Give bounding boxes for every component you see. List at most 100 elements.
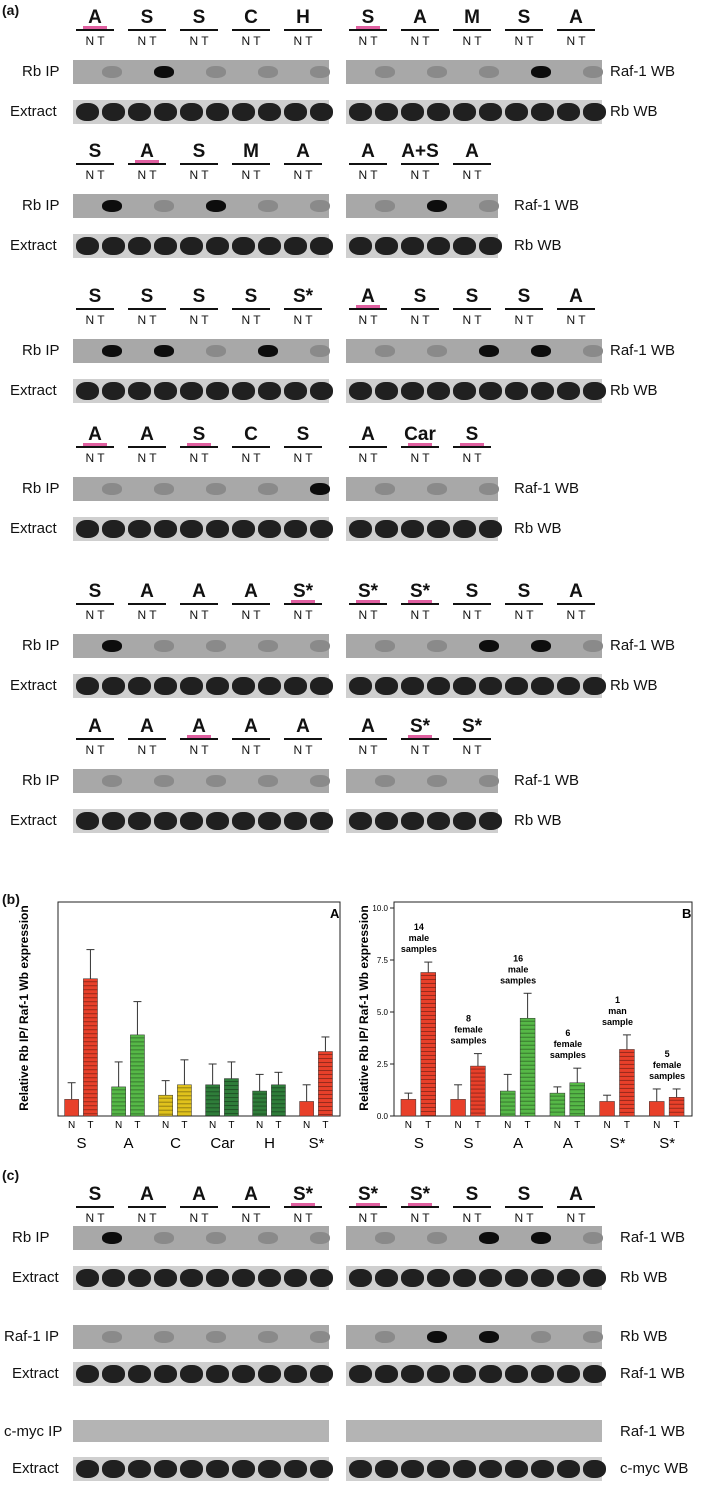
lane-letter: S: [517, 7, 531, 28]
lane-sublabel-nt: N T: [241, 451, 261, 465]
row-label: Rb IP: [12, 1229, 50, 1246]
lane-letter: S*: [409, 1184, 431, 1205]
extract-band: [310, 103, 333, 121]
extract-band: [505, 1269, 528, 1287]
extract-band: [232, 237, 255, 255]
lane-letter: A+S: [401, 141, 439, 162]
lane-sublabel-nt: N T: [358, 608, 378, 622]
lane-letter: A: [244, 716, 258, 737]
x-sublabel: N: [68, 1120, 75, 1131]
extract-band: [154, 237, 177, 255]
extract-band: [453, 103, 476, 121]
ip-band: [583, 1331, 603, 1343]
extract-band: [310, 1460, 333, 1478]
extract-band: [375, 1460, 398, 1478]
y-axis-label-right: Relative Rb IP/ Raf-1 Wb expression: [357, 905, 371, 1110]
ip-strip: [346, 194, 498, 218]
lane-sublabel-nt: N T: [189, 608, 209, 622]
extract-band: [375, 677, 398, 695]
extract-band: [401, 520, 424, 538]
extract-band: [479, 677, 502, 695]
extract-band: [531, 382, 554, 400]
extract-band: [102, 677, 125, 695]
lane-letter: A: [192, 716, 206, 737]
extract-band: [310, 237, 333, 255]
lane-sublabel-nt: N T: [566, 34, 586, 48]
chart-title: A: [330, 906, 340, 921]
ip-band: [479, 1331, 499, 1343]
lane-letter: S: [192, 424, 206, 445]
lane-sublabel-nt: N T: [241, 34, 261, 48]
chart-title: B: [682, 906, 691, 921]
ip-band: [583, 1232, 603, 1244]
x-sublabel: N: [653, 1120, 660, 1131]
lane-underline: [453, 446, 491, 448]
x-sublabel: N: [256, 1120, 263, 1131]
ip-band: [531, 640, 551, 652]
lane-sublabel-nt: N T: [462, 743, 482, 757]
extract-band: [427, 677, 450, 695]
ip-band: [206, 200, 226, 212]
ip-band: [154, 483, 174, 495]
annotation-label: samples: [550, 1050, 586, 1060]
right-label-raf1-wb: Raf-1 WB: [514, 480, 580, 497]
lane-underline: [180, 446, 218, 448]
extract-band: [557, 677, 580, 695]
lane-underline: [505, 308, 543, 310]
y-axis-label-left: Relative Rb IP/ Raf-1 Wb expression: [17, 905, 31, 1110]
extract-band: [453, 677, 476, 695]
extract-band: [349, 520, 372, 538]
pink-mark: [291, 600, 315, 603]
extract-band: [531, 1269, 554, 1287]
lane-underline: [76, 163, 114, 165]
lane-sublabel-nt: N T: [293, 608, 313, 622]
extract-band: [128, 237, 151, 255]
lane-underline: [505, 29, 543, 31]
extract-band: [479, 103, 502, 121]
lane-underline: [557, 603, 595, 605]
extract-band: [310, 812, 333, 830]
ip-band: [375, 775, 395, 787]
extract-band: [375, 520, 398, 538]
lane-sublabel-nt: N T: [85, 313, 105, 327]
ip-band: [102, 775, 122, 787]
pink-mark: [356, 305, 380, 308]
lane-letter: S: [465, 286, 479, 307]
pink-mark: [187, 735, 211, 738]
extract-band: [375, 1365, 398, 1383]
lane-letter: S: [192, 141, 206, 162]
extract-band: [531, 677, 554, 695]
extract-band: [479, 812, 502, 830]
ip-band: [531, 1331, 551, 1343]
lane-sublabel-nt: N T: [410, 313, 430, 327]
lane-letter: A: [140, 716, 154, 737]
extract-band: [479, 237, 502, 255]
lane-letter: S: [88, 1184, 102, 1205]
lane-letter: S: [465, 581, 479, 602]
extract-band: [206, 812, 229, 830]
extract-band: [128, 520, 151, 538]
y-tick-label: 5.0: [377, 1008, 389, 1017]
lane-sublabel-nt: N T: [241, 1211, 261, 1225]
row-label-extract: Extract: [10, 520, 57, 537]
panel-b-label: (b): [2, 891, 20, 907]
extract-band: [427, 237, 450, 255]
extract-band: [206, 103, 229, 121]
row-label: Raf-1 IP: [4, 1328, 60, 1345]
row-label: Extract: [12, 1365, 59, 1382]
ip-band: [583, 66, 603, 78]
lane-sublabel-nt: N T: [566, 608, 586, 622]
lane-underline: [401, 738, 439, 740]
lane-sublabel-nt: N T: [137, 1211, 157, 1225]
x-category-label: C: [170, 1135, 181, 1152]
ip-band: [479, 200, 499, 212]
y-tick-label: 2.5: [377, 1060, 389, 1069]
x-category-label: A: [513, 1135, 523, 1152]
extract-band: [427, 382, 450, 400]
extract-band: [206, 237, 229, 255]
ip-band: [427, 345, 447, 357]
extract-band: [284, 237, 307, 255]
extract-band: [401, 103, 424, 121]
lane-underline: [401, 603, 439, 605]
extract-band: [180, 812, 203, 830]
